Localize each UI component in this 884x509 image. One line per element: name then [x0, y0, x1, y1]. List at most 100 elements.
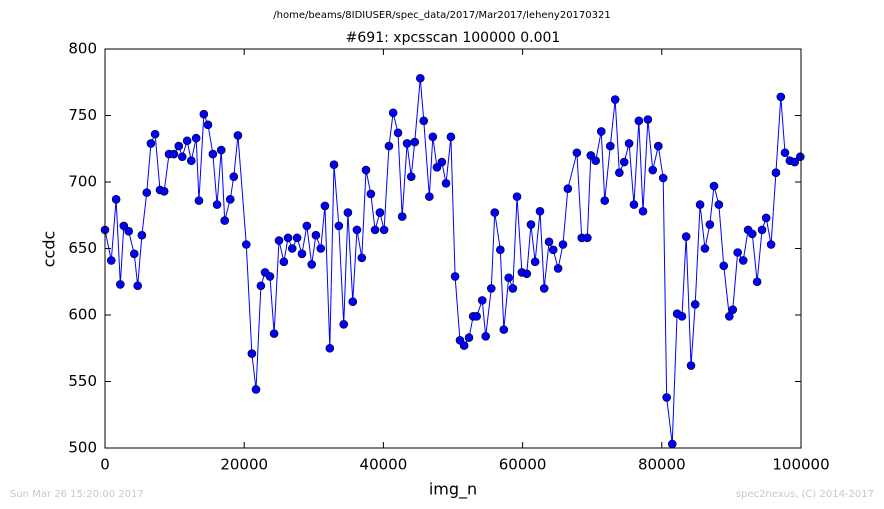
- data-point: [393, 128, 403, 138]
- data-point: [287, 244, 297, 253]
- data-point: [297, 249, 307, 259]
- data-point: [624, 139, 634, 148]
- data-point: [472, 312, 481, 321]
- data-point: [690, 300, 700, 309]
- data-point: [695, 200, 705, 209]
- data-point: [591, 156, 600, 166]
- y-tick-label: 650: [68, 239, 97, 257]
- data-point: [771, 168, 781, 177]
- data-point: [752, 277, 762, 287]
- data-point: [596, 127, 606, 136]
- data-point: [269, 329, 279, 338]
- data-point: [375, 208, 385, 217]
- data-point: [490, 208, 500, 217]
- y-tick-label: 550: [68, 372, 97, 390]
- data-point: [334, 221, 344, 231]
- data-point: [499, 325, 509, 334]
- x-tick-label: 100000: [772, 456, 829, 474]
- data-point: [265, 272, 275, 281]
- data-point: [247, 349, 257, 358]
- data-point: [274, 236, 284, 245]
- data-point: [619, 157, 629, 167]
- data-point: [535, 206, 545, 216]
- data-point: [700, 244, 710, 253]
- data-point: [780, 148, 790, 158]
- data-point: [766, 240, 776, 249]
- data-point: [648, 165, 658, 175]
- data-point: [459, 341, 469, 350]
- data-point: [776, 92, 786, 102]
- data-point: [316, 244, 326, 253]
- data-point: [406, 172, 416, 181]
- x-axis-label: img_n: [429, 480, 477, 500]
- data-point: [425, 192, 434, 201]
- data-point: [544, 237, 554, 247]
- data-point: [397, 212, 407, 221]
- data-point: [256, 281, 266, 291]
- data-point: [129, 249, 139, 259]
- data-point: [643, 115, 653, 124]
- data-point: [233, 131, 243, 140]
- data-point: [302, 221, 312, 231]
- data-point: [174, 141, 184, 151]
- data-point: [415, 73, 425, 83]
- data-point: [106, 256, 116, 265]
- data-point: [137, 230, 147, 240]
- data-point: [379, 225, 389, 235]
- footer-right: spec2nexus, (C) 2014-2017: [736, 489, 874, 500]
- y-axis-label: ccdc: [40, 231, 59, 268]
- data-point: [292, 233, 302, 243]
- data-point: [283, 233, 293, 243]
- data-point: [229, 172, 239, 181]
- data-point: [757, 225, 767, 235]
- data-point: [714, 200, 724, 209]
- data-point: [208, 149, 218, 159]
- y-tick-label: 750: [68, 106, 97, 124]
- data-point: [199, 109, 209, 119]
- data-point: [419, 116, 429, 126]
- data-point: [677, 312, 687, 321]
- data-point: [605, 141, 615, 151]
- data-point: [241, 240, 251, 249]
- data-point: [187, 156, 196, 166]
- data-point: [329, 160, 339, 170]
- data-point: [343, 208, 353, 217]
- data-point: [352, 225, 362, 235]
- data-point: [437, 157, 447, 167]
- data-point: [320, 201, 330, 211]
- data-point: [146, 139, 156, 148]
- data-point: [796, 152, 805, 162]
- data-point: [747, 229, 757, 239]
- data-point: [191, 133, 201, 143]
- data-point: [638, 206, 648, 216]
- x-tick-label: 60000: [499, 456, 547, 474]
- data-point: [512, 192, 522, 201]
- suptitle: /home/beams/8IDIUSER/spec_data/2017/Mar2…: [273, 10, 610, 21]
- x-tick-label: 20000: [220, 456, 268, 474]
- data-point: [681, 232, 691, 241]
- data-point: [446, 132, 456, 142]
- x-tick-label: 0: [100, 456, 110, 474]
- data-point: [583, 233, 592, 243]
- data-point: [526, 220, 536, 229]
- data-point: [658, 173, 668, 183]
- data-point: [279, 257, 289, 267]
- data-point: [464, 333, 474, 342]
- y-tick-label: 700: [68, 173, 97, 191]
- data-point: [761, 213, 771, 223]
- y-tick-label: 600: [68, 306, 97, 324]
- data-point: [486, 284, 496, 293]
- data-point: [563, 184, 573, 193]
- y-tick-label: 800: [68, 40, 97, 58]
- data-point: [496, 245, 505, 255]
- data-point: [169, 149, 179, 159]
- x-tick-label: 40000: [360, 456, 408, 474]
- data-point: [615, 168, 624, 177]
- data-point: [133, 281, 143, 291]
- data-point: [212, 200, 222, 209]
- data-point: [177, 152, 187, 162]
- data-point: [508, 284, 518, 293]
- data-point: [220, 216, 230, 225]
- data-point: [388, 108, 398, 118]
- data-point: [481, 331, 491, 341]
